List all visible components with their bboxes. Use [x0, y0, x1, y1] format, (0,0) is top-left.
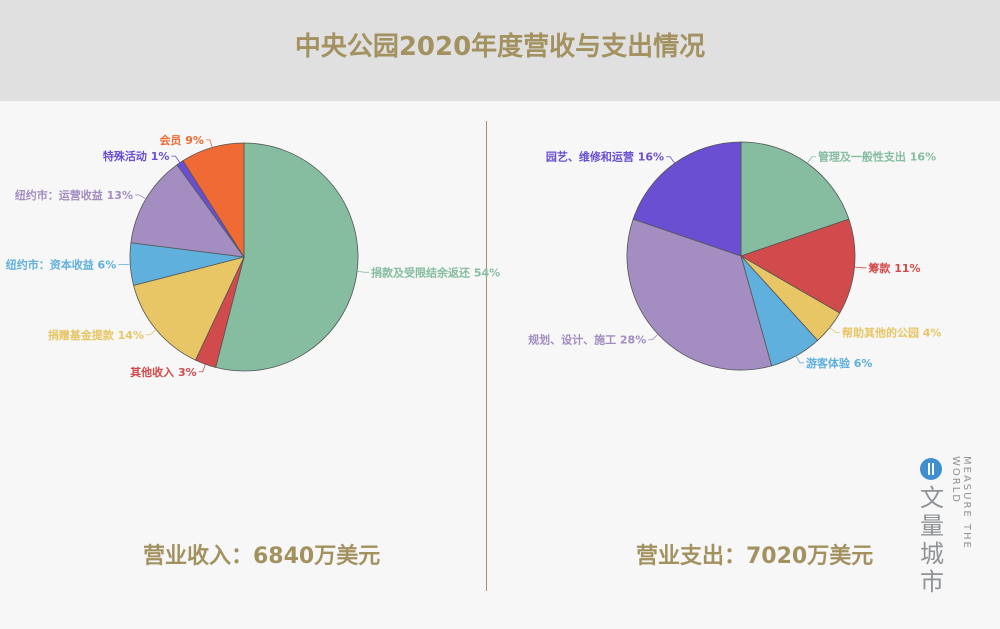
pie-0-label-0: 捐款及受限结余返还 54% [371, 265, 500, 279]
logo-mark-icon [920, 458, 942, 480]
pie-0-slice-4 [130, 164, 245, 258]
pie-0-label-6: 会员 9% [159, 133, 204, 147]
brand-logo: 文量城市 MEASURE THE WORLD [916, 456, 976, 596]
pie-1-label-4: 规划、设计、施工 28% [528, 333, 646, 347]
pie-0-leader-3 [118, 263, 131, 266]
pie-0-slice-6 [182, 142, 245, 259]
pie-1-label-3: 游客体验 6% [806, 356, 873, 370]
pie-0-leader-6 [205, 139, 213, 148]
pie-0-label-4: 纽约市：运营收益 13% [15, 188, 133, 202]
pie-1-leader-5 [666, 156, 676, 164]
pie-1-leader-2 [829, 327, 840, 333]
pie-1-leader-3 [795, 355, 804, 364]
logo-name-en: MEASURE THE WORLD [950, 456, 972, 550]
pie-1-label-0: 管理及一般性支出 16% [818, 150, 936, 164]
pie-0-label-1: 其他收入 3% [130, 365, 197, 379]
pie-0-leader-5 [171, 155, 181, 163]
income-total: 营业收入：6840万美元 [143, 544, 381, 569]
pie-0-leader-1 [198, 364, 206, 373]
pie-0-leader-2 [145, 329, 157, 336]
pie-0-label-2: 捐赠基金提款 14% [48, 328, 144, 342]
header-bar [0, 0, 1000, 101]
pie-0-slice-2 [133, 256, 245, 361]
pie-1-label-2: 帮助其他的公园 4% [842, 326, 942, 340]
pie-1-label-1: 筹款 11% [868, 261, 920, 275]
chart-divider [486, 121, 487, 591]
expense-total: 营业支出：7020万美元 [636, 544, 874, 569]
pie-1-leader-0 [806, 156, 816, 164]
pie-charts: 捐款及受限结余返还 54% 其他收入 3% 捐赠基金提款 14% 纽约市：资本收益 6… [6, 133, 942, 379]
pie-0-label-3: 纽约市：资本收益 6% [6, 258, 117, 272]
pie-1-leader-4 [648, 333, 659, 341]
logo-name-cn: 文量城市 [920, 484, 944, 596]
page-title: 中央公园2020年度营收与支出情况 [294, 32, 706, 62]
pie-1-leader-1 [854, 266, 867, 269]
pie-0-label-5: 特殊活动 1% [103, 149, 170, 163]
pie-1-slice-1 [740, 218, 856, 314]
pie-1-label-5: 园艺、维修和运营 16% [546, 150, 664, 164]
pie-0-leader-4 [134, 194, 147, 200]
pie-0-leader-0 [357, 270, 370, 273]
